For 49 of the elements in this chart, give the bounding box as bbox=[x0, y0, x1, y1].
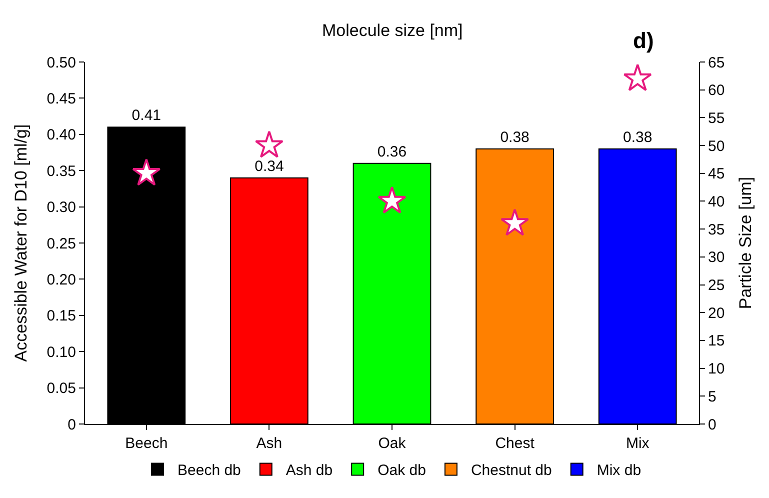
y2-tick-label: 35 bbox=[708, 221, 725, 238]
x-tick-label: Mix bbox=[626, 435, 650, 452]
y2-tick-label: 25 bbox=[708, 277, 725, 294]
y2-tick-label: 65 bbox=[708, 54, 725, 72]
data-label: 0.38 bbox=[500, 128, 530, 146]
point bbox=[132, 158, 161, 186]
y2-tick-label: 20 bbox=[708, 304, 725, 322]
y-tick-label: 0.20 bbox=[46, 271, 76, 288]
x-tick-label: Ash bbox=[256, 435, 282, 452]
legend-label: Mix db bbox=[596, 462, 642, 480]
y-tick-label: 0 bbox=[68, 416, 76, 434]
y2-tick-label: 5 bbox=[708, 388, 716, 406]
legend-label: Beech db bbox=[178, 462, 241, 480]
y-tick-label: 0.50 bbox=[46, 54, 76, 72]
y-axis-title: Accessible Water for D10 [ml/g] bbox=[11, 124, 30, 362]
y-tick-label: 0.25 bbox=[46, 235, 76, 252]
y-tick-label: 0.45 bbox=[46, 90, 76, 108]
y2-tick-label: 15 bbox=[708, 332, 725, 350]
point bbox=[623, 64, 652, 92]
point bbox=[378, 186, 406, 214]
point bbox=[254, 130, 284, 158]
data-label: 0.34 bbox=[254, 158, 284, 175]
y2-tick-label: 60 bbox=[708, 82, 725, 100]
y2-tick-label: 0 bbox=[708, 416, 716, 434]
y2-tick-label: 50 bbox=[708, 138, 725, 155]
y-tick-label: 0.05 bbox=[46, 380, 76, 398]
text: Molecule size [nm] bbox=[322, 21, 463, 40]
y2-tick-label: 40 bbox=[708, 193, 725, 210]
data-label: 0.38 bbox=[623, 128, 652, 146]
legend-label: Oak db bbox=[378, 462, 426, 480]
y-tick-label: 0.15 bbox=[46, 308, 76, 325]
y2-tick-label: 45 bbox=[708, 166, 725, 183]
y2-tick-label: 10 bbox=[708, 360, 725, 378]
y2-tick-label: 55 bbox=[708, 110, 725, 127]
legend-label: Chestnut db bbox=[470, 462, 552, 480]
legend-label: Ash db bbox=[286, 462, 333, 480]
y-tick-label: 0.30 bbox=[46, 199, 76, 216]
y-tick-label: 0.40 bbox=[46, 126, 76, 144]
y2-tick-label: 30 bbox=[708, 249, 725, 266]
data-label: 0.36 bbox=[377, 143, 407, 160]
x-tick-label: Oak bbox=[378, 435, 406, 452]
x-tick-label: Chest bbox=[495, 435, 536, 452]
x-tick-label: Beech bbox=[125, 435, 168, 452]
y-tick-label: 0.10 bbox=[46, 344, 76, 361]
data-label: 0.41 bbox=[132, 107, 161, 124]
y-tick-label: 0.35 bbox=[46, 162, 76, 180]
text: d) bbox=[633, 28, 654, 53]
point bbox=[500, 208, 530, 236]
y2-axis-title: Particle Size [um] bbox=[736, 176, 756, 310]
